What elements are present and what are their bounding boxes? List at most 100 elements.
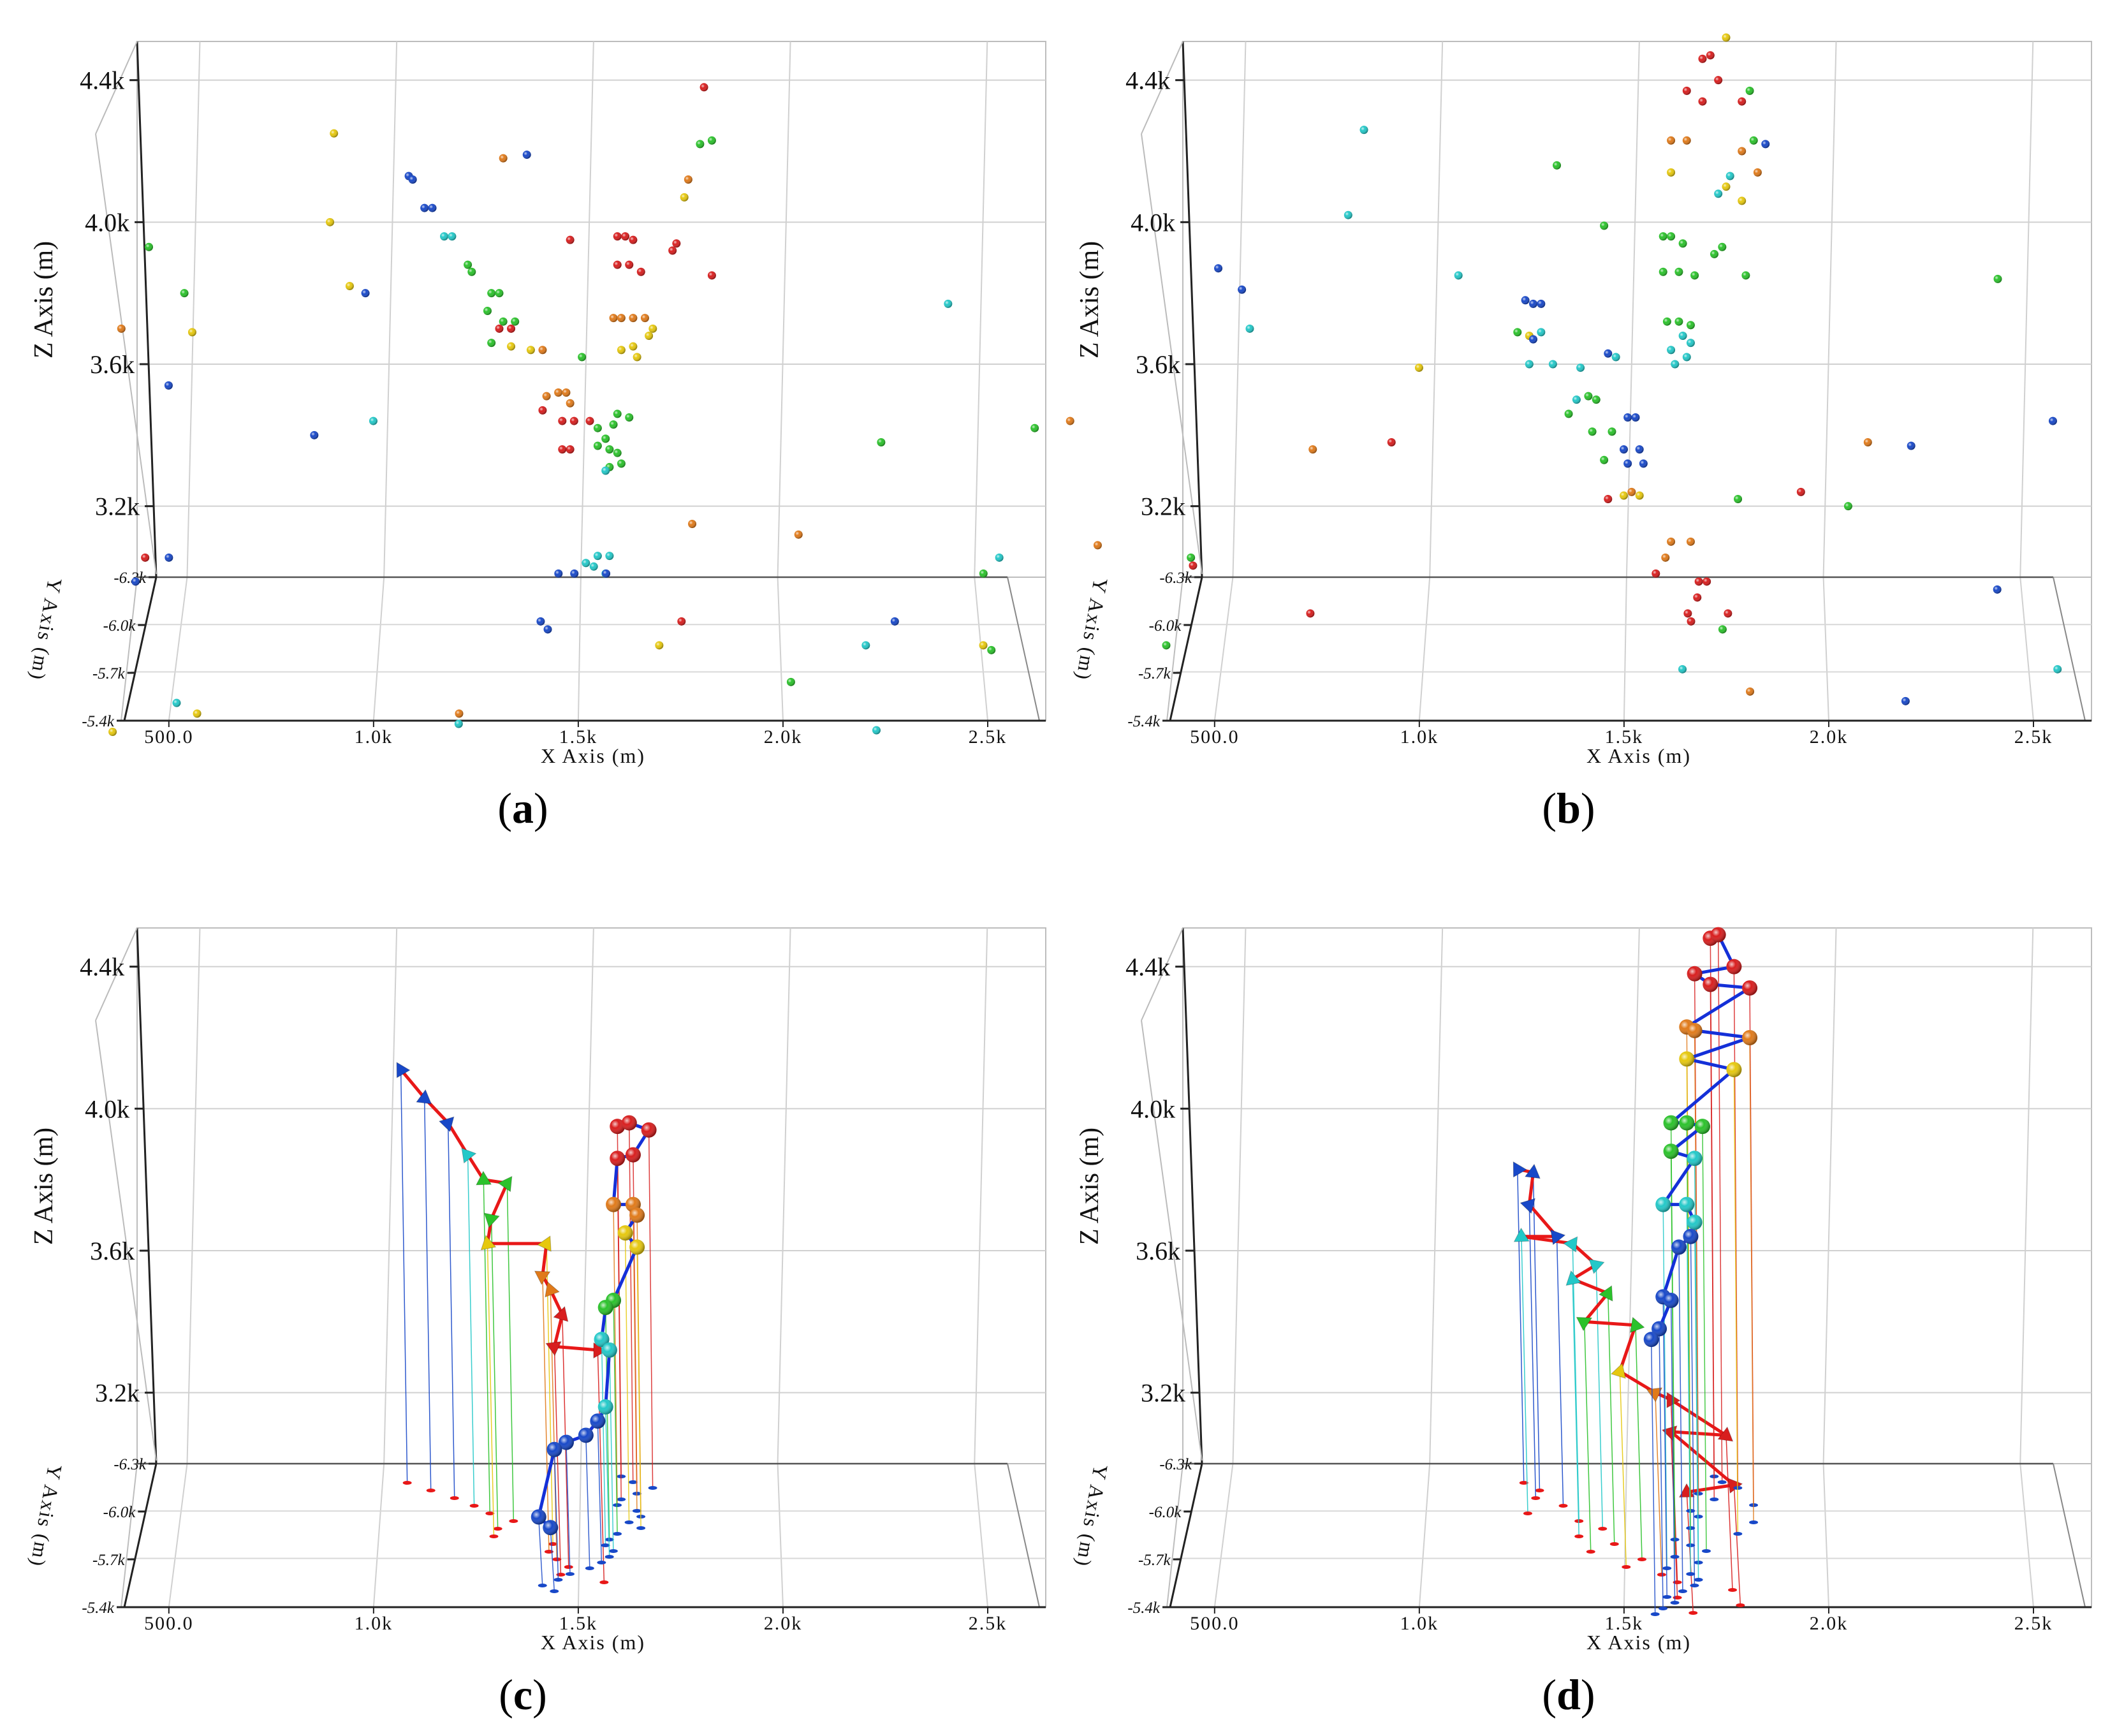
arrow-marker (1646, 1387, 1663, 1402)
data-point-shade (554, 388, 563, 397)
data-point-shade (1623, 459, 1632, 468)
data-point-shade (1030, 423, 1039, 432)
arrow-marker (1588, 1258, 1605, 1274)
z-tick-label: 3.6k (90, 350, 135, 379)
chain-segment (604, 1350, 612, 1408)
left-wall-top (95, 41, 138, 135)
floor-marker (1710, 1497, 1719, 1501)
z-tick-label: 4.0k (85, 208, 129, 237)
x-tick-label: 1.0k (1400, 1613, 1439, 1634)
data-point-shade (522, 151, 531, 159)
data-point-shade (1796, 487, 1805, 496)
floor-marker (485, 1512, 495, 1515)
data-point-shade (1863, 438, 1872, 446)
floor-marker (493, 1527, 502, 1531)
gridline-floor-x (1213, 577, 1234, 721)
data-point-shade (707, 136, 716, 145)
data-point-shade (636, 267, 645, 276)
data-point-shade (1553, 161, 1562, 170)
floor-marker (1717, 1480, 1727, 1484)
data-point-shade (1387, 438, 1396, 446)
data-point-shade (1189, 561, 1198, 570)
chain-sphere-shade (578, 1427, 594, 1443)
drop-line (1583, 1321, 1592, 1552)
data-point-shade (495, 289, 504, 298)
drop-line (1725, 1435, 1733, 1591)
data-point-shade (1722, 33, 1731, 42)
arrow-marker (1563, 1236, 1578, 1253)
arrow-segment (554, 1344, 598, 1352)
drop-line (1619, 1371, 1627, 1568)
data-point-shade (617, 346, 626, 355)
gridline-x (580, 927, 594, 1464)
data-point-shade (1661, 553, 1670, 562)
floor-marker (544, 1550, 553, 1554)
data-point-shade (507, 342, 516, 351)
chain-sphere-shade (1694, 1119, 1710, 1135)
arrow-marker (396, 1061, 411, 1078)
data-point-shade (1619, 491, 1628, 500)
drop-line (1670, 1300, 1676, 1603)
z-tick-label: 3.2k (1141, 1379, 1185, 1408)
drop-line (487, 1243, 495, 1537)
floor-marker (426, 1489, 436, 1492)
data-point-shade (1761, 140, 1770, 149)
arrow-marker (497, 1175, 513, 1193)
data-point-shade (1667, 168, 1676, 177)
data-point-shade (569, 416, 578, 425)
drop-line (1733, 1485, 1741, 1606)
drop-line (604, 1406, 610, 1557)
gridline-x (1429, 41, 1444, 578)
data-point-shade (1600, 221, 1609, 230)
data-point-shade (621, 232, 630, 241)
data-point-shade (1513, 328, 1522, 337)
data-point-shade (499, 317, 508, 326)
drop-line (1517, 1168, 1525, 1483)
data-point-shade (566, 235, 575, 244)
data-point-shade (605, 445, 614, 454)
chain-sphere-shade (1687, 1022, 1703, 1038)
floor-marker (1586, 1550, 1595, 1554)
floor-marker (1670, 1601, 1680, 1605)
gridline-x (2019, 41, 2034, 578)
chain-sphere-shade (1742, 1030, 1758, 1045)
z-tick-label: 4.4k (1125, 953, 1170, 982)
data-point-shade (1548, 360, 1557, 369)
drop-line (542, 1275, 550, 1552)
data-point-shade (1682, 86, 1691, 95)
drop-line (490, 1218, 499, 1529)
data-point-shade (542, 392, 551, 401)
data-point-shade (645, 331, 654, 340)
y-tick-label: -6.0k (1149, 1504, 1182, 1521)
data-point-shade (609, 420, 618, 429)
chain-sphere-shade (1652, 1321, 1667, 1337)
z-tick-label: 3.6k (90, 1237, 135, 1265)
chain-segment (1669, 1068, 1735, 1124)
drop-line (550, 1290, 558, 1560)
data-point-shade (420, 203, 429, 212)
drop-line (506, 1183, 515, 1522)
gridline-floor-x (372, 577, 385, 721)
data-point-shade (872, 726, 881, 735)
data-point-shade (1667, 537, 1676, 546)
floor-marker (1673, 1580, 1682, 1584)
drop-line (1532, 1172, 1541, 1491)
floor-marker (597, 1561, 606, 1564)
data-point-shade (1993, 274, 2002, 283)
drop-line (1749, 1037, 1754, 1523)
data-point-shade (1901, 696, 1910, 705)
floor-marker (599, 1580, 609, 1584)
arrow-marker (1630, 1316, 1645, 1333)
data-point-shade (1682, 353, 1691, 362)
gridline-x (186, 41, 201, 578)
chain-sphere-shade (1671, 1239, 1687, 1255)
arrow-segment (1583, 1292, 1609, 1323)
arrow-segment (1619, 1370, 1657, 1394)
floor-marker (1598, 1527, 1608, 1531)
z-tick-label: 4.0k (1131, 1094, 1175, 1123)
drop-line (1635, 1325, 1643, 1560)
x-tick-label: 2.0k (1810, 1613, 1849, 1634)
gridline-floor-x (372, 1463, 385, 1608)
data-point-shade (582, 559, 590, 568)
